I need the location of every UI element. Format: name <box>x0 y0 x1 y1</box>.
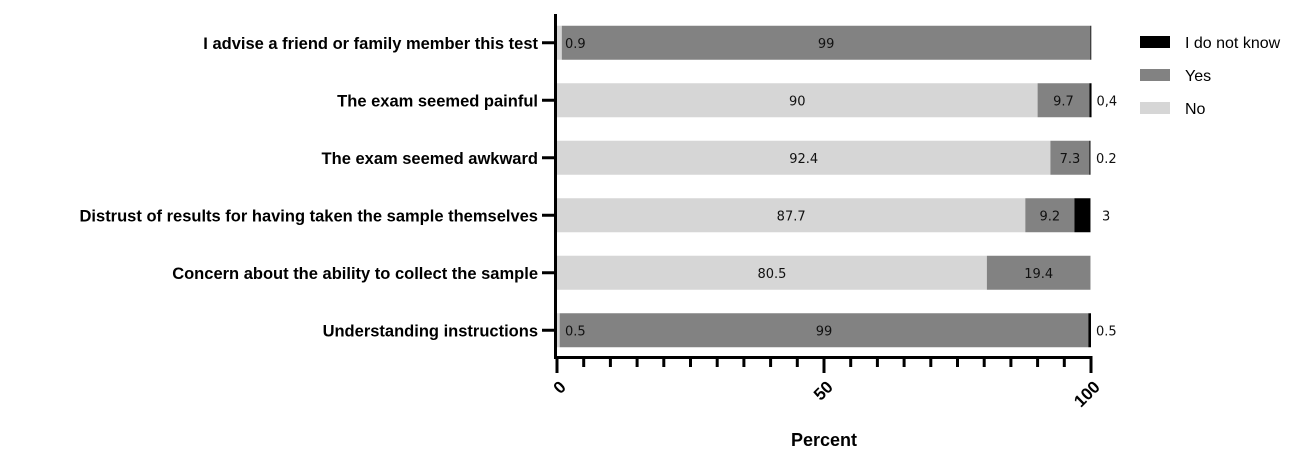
bar-value-label: 9.7 <box>1053 94 1074 109</box>
legend-swatch <box>1140 69 1170 81</box>
bar-segment <box>986 255 1091 290</box>
bar-value-label: 92.4 <box>789 152 818 167</box>
category-label: Distrust of results for having taken the… <box>80 207 538 225</box>
bar-segment <box>1037 83 1090 118</box>
bar-value-label: 0,4 <box>1097 94 1118 109</box>
bar-value-label: 0.5 <box>1096 324 1117 339</box>
bar-segment <box>561 25 1091 60</box>
category-label: I advise a friend or family member this … <box>203 35 538 53</box>
bar-segment <box>557 140 1051 175</box>
bar-segment <box>1074 198 1091 233</box>
legend-label: Yes <box>1185 68 1211 85</box>
legend-swatch <box>1140 102 1170 114</box>
bar-value-label: 0.2 <box>1096 152 1117 167</box>
bar-segment <box>557 255 987 290</box>
category-labels-layer: I advise a friend or family member this … <box>80 35 539 341</box>
bar-segment <box>557 25 562 60</box>
bar-segment <box>557 313 560 348</box>
bar-value-label: 80.5 <box>757 267 786 282</box>
bar-value-label: 3 <box>1102 209 1110 224</box>
x-axis-title: Percent <box>791 430 857 450</box>
category-label: Understanding instructions <box>323 322 538 340</box>
bar-value-label: 9.2 <box>1040 209 1061 224</box>
bar-labels-layer: 0.9 99 90 9.7 0,4 92.4 7.3 0.2 87.7 9.2 3 80.5 19.4 0… <box>565 37 1117 340</box>
bar-segment <box>557 83 1038 118</box>
category-label: The exam seemed painful <box>337 92 538 110</box>
bar-segment <box>1050 140 1090 175</box>
bar-value-label: 7.3 <box>1060 152 1081 167</box>
bar-segment <box>1088 313 1091 348</box>
bars-layer <box>557 25 1092 348</box>
legend-label: No <box>1185 101 1206 118</box>
bar-value-label: 0.9 <box>565 37 586 52</box>
legend-label: I do not know <box>1185 35 1281 52</box>
bar-segment <box>1090 25 1092 60</box>
category-label: The exam seemed awkward <box>322 150 538 168</box>
bar-value-label: 90 <box>789 94 806 109</box>
bar-value-label: 0.5 <box>565 324 586 339</box>
x-tick-label: 0 <box>550 377 570 397</box>
bar-segment <box>559 313 1089 348</box>
bar-segment <box>1025 198 1075 233</box>
x-tick-label: 100 <box>1070 377 1103 410</box>
bar-value-label: 99 <box>818 37 835 52</box>
x-tick-label: 50 <box>810 377 837 404</box>
legend-swatch <box>1140 36 1170 48</box>
bar-segment <box>557 198 1026 233</box>
bar-segment <box>1089 83 1092 118</box>
bar-value-label: 19.4 <box>1024 267 1053 282</box>
bar-value-label: 87.7 <box>777 209 806 224</box>
category-label: Concern about the ability to collect the… <box>172 265 538 283</box>
bar-segment <box>1089 140 1091 175</box>
bar-value-label: 99 <box>816 324 833 339</box>
legend: I do not know Yes No <box>1140 35 1281 118</box>
